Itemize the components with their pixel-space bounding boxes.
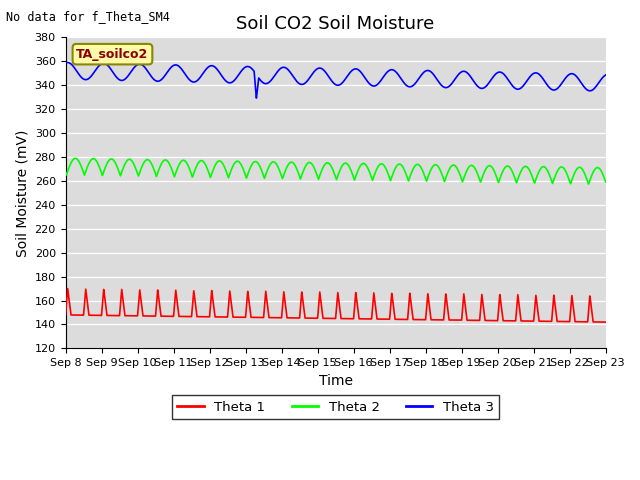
Title: Soil CO2 Soil Moisture: Soil CO2 Soil Moisture: [237, 15, 435, 33]
Legend: Theta 1, Theta 2, Theta 3: Theta 1, Theta 2, Theta 3: [172, 396, 499, 419]
Y-axis label: Soil Moisture (mV): Soil Moisture (mV): [15, 129, 29, 256]
X-axis label: Time: Time: [319, 373, 353, 388]
Text: No data for f_Theta_SM4: No data for f_Theta_SM4: [6, 10, 170, 23]
Text: TA_soilco2: TA_soilco2: [76, 48, 148, 60]
